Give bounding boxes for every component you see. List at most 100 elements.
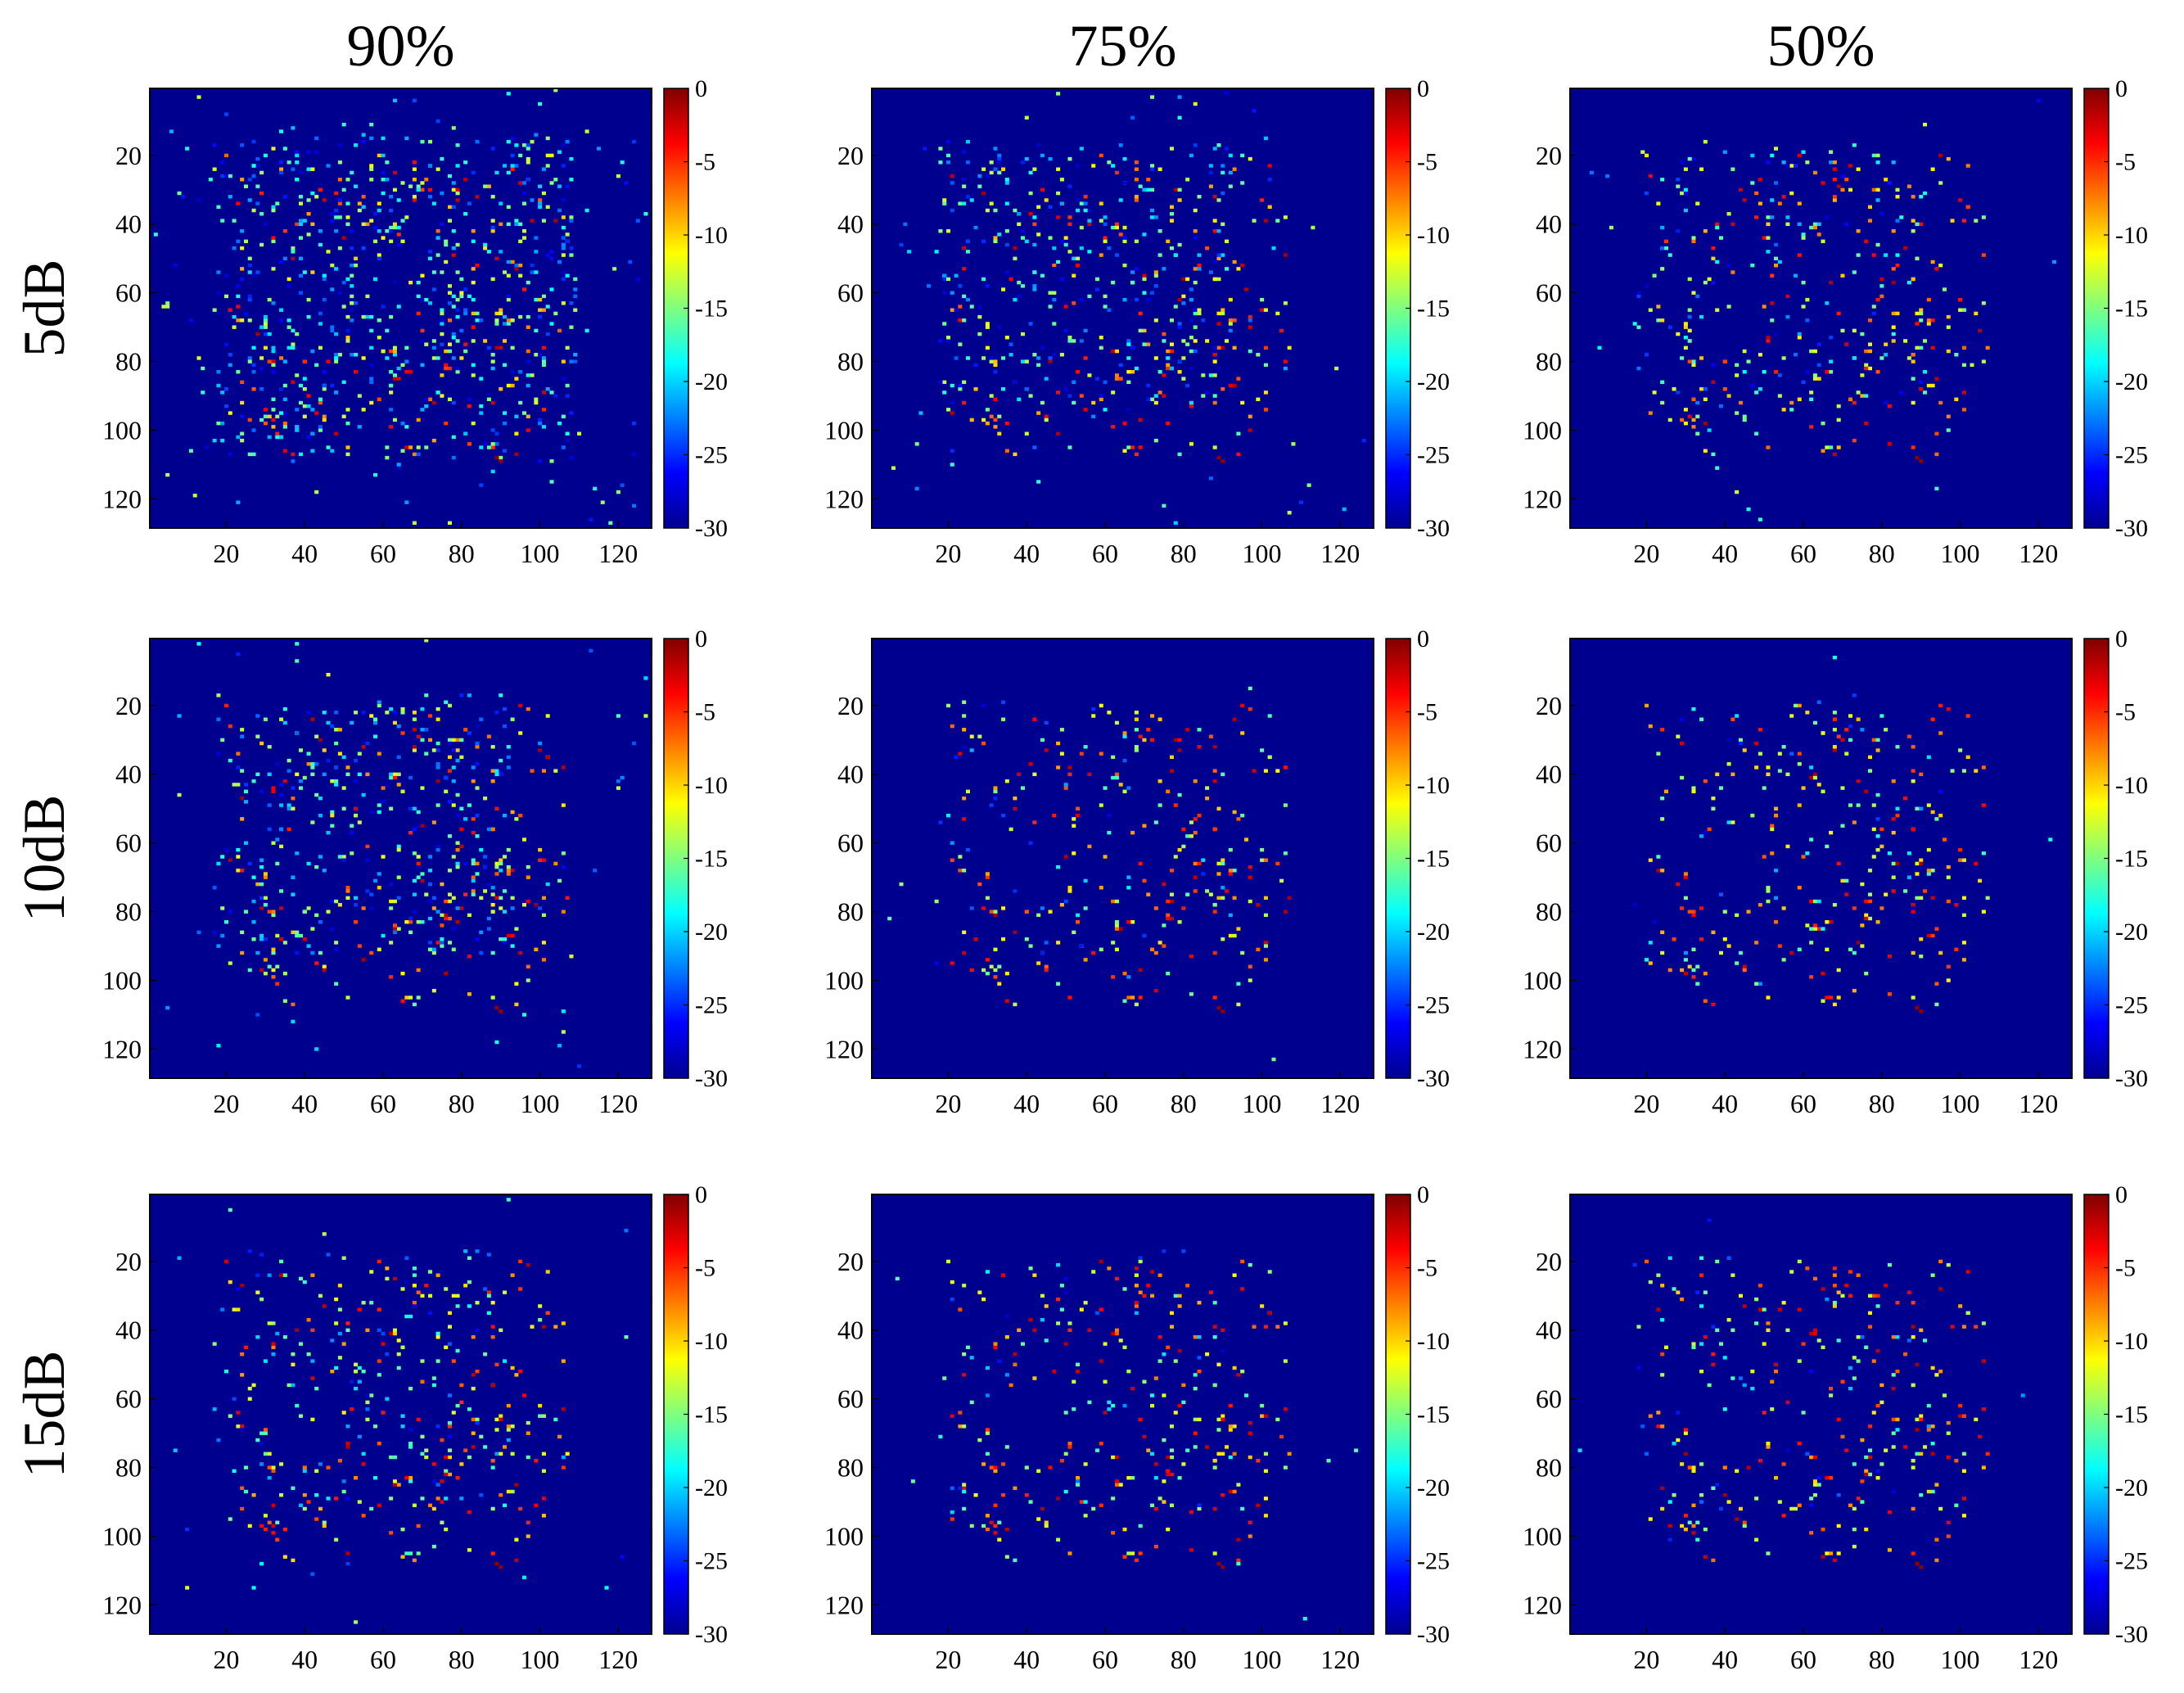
heatmap-cell xyxy=(1221,772,1225,777)
heatmap-cell xyxy=(322,1520,327,1524)
heatmap-cell xyxy=(1275,1325,1280,1329)
heatmap-cell xyxy=(981,906,986,910)
heatmap-cell xyxy=(1683,421,1688,426)
heatmap-cell xyxy=(1648,411,1653,415)
heatmap-cell xyxy=(1848,1366,1853,1370)
heatmap-cell xyxy=(1746,1465,1751,1470)
heatmap-cell xyxy=(600,500,605,504)
heatmap-cell xyxy=(1789,950,1794,955)
heatmap-cell xyxy=(1856,253,1861,257)
heatmap-cell xyxy=(263,153,268,158)
heatmap-cell xyxy=(282,425,287,429)
heatmap-cell xyxy=(267,827,272,832)
heatmap-cell xyxy=(326,359,331,363)
heatmap-cell xyxy=(243,1465,248,1470)
colorbar-tick-label: -10 xyxy=(695,772,728,799)
heatmap-cell xyxy=(1911,1506,1916,1511)
heatmap-cell xyxy=(435,391,440,395)
heatmap-cell xyxy=(412,198,417,202)
heatmap-cell xyxy=(247,198,252,202)
heatmap-cell xyxy=(1157,167,1162,171)
heatmap-cell xyxy=(620,483,625,487)
heatmap-cell xyxy=(1919,1328,1924,1333)
heatmap-cell xyxy=(1946,414,1951,418)
heatmap-background xyxy=(1570,1194,2072,1634)
heatmap-cell xyxy=(1056,941,1061,945)
heatmap-cell xyxy=(1138,184,1143,188)
heatmap-cell xyxy=(1162,373,1166,377)
heatmap-cell xyxy=(1126,370,1131,374)
x-tick-label: 40 xyxy=(291,539,318,568)
heatmap-cell xyxy=(1067,1442,1072,1446)
heatmap-cell xyxy=(1153,1376,1158,1380)
heatmap-cell xyxy=(1816,222,1821,227)
heatmap-cell xyxy=(584,129,589,133)
heatmap-cell xyxy=(334,1366,339,1370)
heatmap-cell xyxy=(236,783,241,787)
heatmap-cell xyxy=(1884,400,1888,405)
heatmap-cell xyxy=(518,950,523,955)
heatmap-cell xyxy=(945,336,951,340)
heatmap-cell xyxy=(259,858,264,862)
heatmap-cell xyxy=(345,215,350,219)
heatmap-cell xyxy=(1103,1342,1108,1346)
heatmap-cell xyxy=(1099,1307,1103,1312)
heatmap-cell xyxy=(1680,191,1685,196)
heatmap-cell xyxy=(1111,425,1116,429)
heatmap-cell xyxy=(345,328,350,333)
heatmap-cell xyxy=(1946,1520,1951,1524)
heatmap-cell xyxy=(1711,1325,1716,1329)
heatmap-cell xyxy=(435,707,440,711)
heatmap-cell xyxy=(330,813,335,818)
heatmap-cell xyxy=(416,875,421,879)
heatmap-cell xyxy=(377,947,381,951)
heatmap-cell xyxy=(271,1345,276,1349)
heatmap-cell xyxy=(1919,1492,1924,1497)
heatmap-cell xyxy=(475,745,480,749)
heatmap-cell xyxy=(1781,1514,1786,1518)
heatmap-cell xyxy=(1150,187,1155,192)
heatmap-cell xyxy=(1703,1335,1708,1339)
heatmap-cell xyxy=(1122,225,1127,230)
heatmap-cell xyxy=(1067,339,1072,343)
heatmap-cell xyxy=(549,480,554,484)
heatmap-cell xyxy=(1263,219,1268,223)
heatmap-cell xyxy=(1809,1455,1814,1460)
heatmap-cell xyxy=(1812,1328,1817,1333)
heatmap-cell xyxy=(279,260,284,264)
heatmap-cell xyxy=(369,164,374,168)
heatmap-cell xyxy=(494,345,499,350)
heatmap-cell xyxy=(1181,1249,1186,1253)
heatmap-cell xyxy=(467,294,472,299)
heatmap-cell xyxy=(1809,1369,1814,1374)
heatmap-cell xyxy=(408,1479,413,1483)
heatmap-cell xyxy=(1122,263,1127,268)
heatmap-cell xyxy=(503,937,508,941)
heatmap-cell xyxy=(1103,1379,1108,1384)
heatmap-cell xyxy=(1691,789,1696,793)
heatmap-cell xyxy=(1958,308,1963,312)
heatmap-cell xyxy=(907,250,912,254)
heatmap-cell xyxy=(279,889,284,893)
heatmap-cell xyxy=(1667,1256,1672,1260)
heatmap-cell xyxy=(494,1428,499,1432)
heatmap-cell xyxy=(447,755,452,760)
heatmap-cell xyxy=(1302,1617,1307,1621)
heatmap-cell xyxy=(1605,174,1610,178)
heatmap-cell xyxy=(1648,941,1653,945)
heatmap-cell xyxy=(1680,160,1685,165)
heatmap-cell xyxy=(1644,1259,1649,1264)
colorbar-tick-label: -5 xyxy=(1417,1255,1437,1282)
heatmap-cell xyxy=(1236,1537,1241,1542)
heatmap-cell xyxy=(1001,1462,1006,1466)
heatmap-cell xyxy=(1189,820,1194,824)
heatmap-cell xyxy=(1216,1561,1221,1566)
heatmap-cell xyxy=(1699,937,1704,941)
heatmap-cell xyxy=(1852,356,1857,360)
heatmap-cell xyxy=(467,442,472,446)
heatmap-cell xyxy=(228,452,232,457)
heatmap-cell xyxy=(1722,1492,1727,1497)
heatmap-cell xyxy=(216,383,221,388)
heatmap-cell xyxy=(1821,449,1825,453)
heatmap-cell xyxy=(1726,1256,1731,1260)
